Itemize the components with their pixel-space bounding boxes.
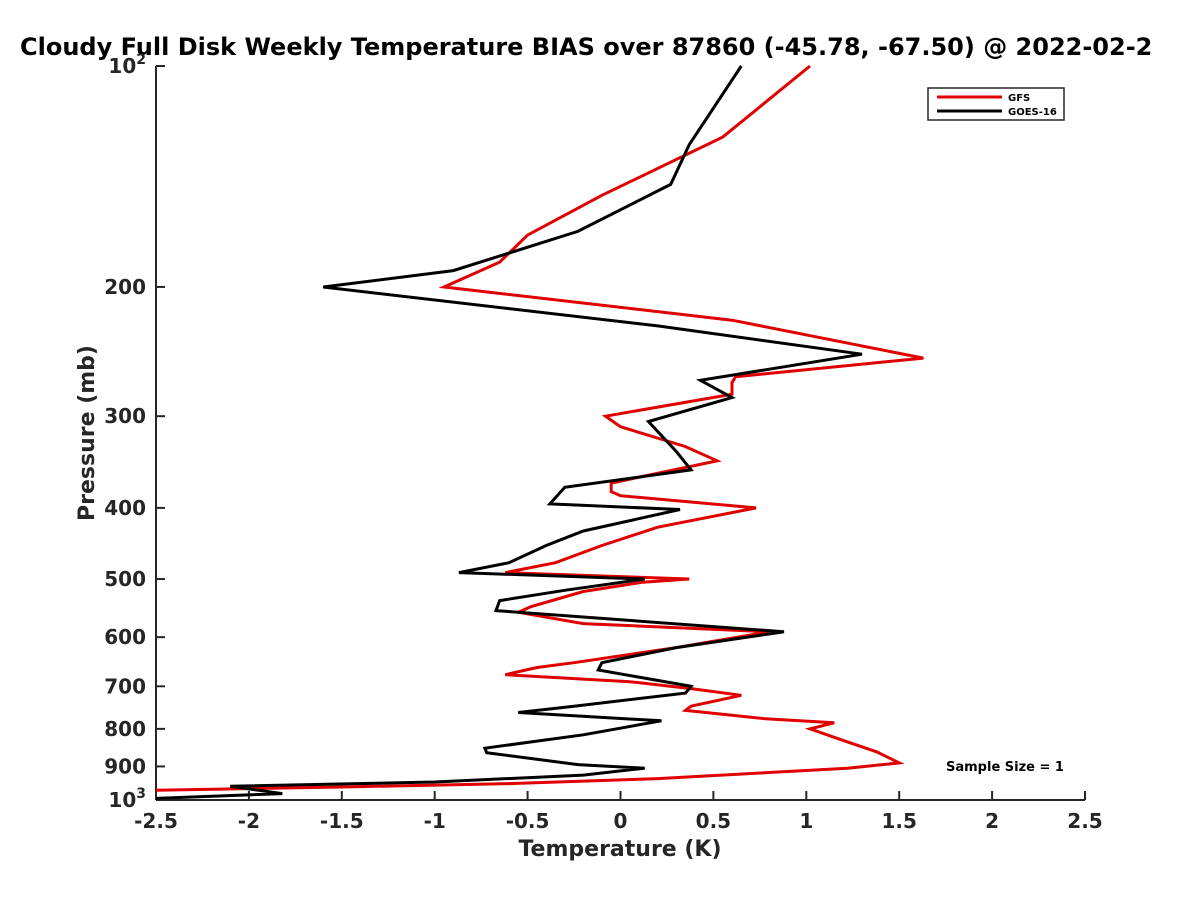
x-tick-label: 1 <box>799 809 813 833</box>
series-line-gfs <box>155 64 924 792</box>
y-tick-label: 200 <box>104 275 146 299</box>
legend-items: GFS GOES-16 <box>937 93 1057 118</box>
y-tick-label-base: 10 <box>108 54 136 78</box>
x-tick-label: 0.5 <box>696 809 731 833</box>
legend-label-gfs: GFS <box>1008 93 1030 104</box>
x-tick-label: 2 <box>985 809 999 833</box>
x-tick-label: -2.5 <box>134 809 178 833</box>
chart-title: Cloudy Full Disk Weekly Temperature BIAS… <box>20 33 1152 61</box>
y-tick-label: 700 <box>104 674 146 698</box>
y-tick-label: 102 <box>108 52 146 78</box>
y-tick-label: 500 <box>104 567 146 591</box>
y-tick-label-base: 10 <box>108 788 136 812</box>
x-tick-label: -2 <box>238 809 260 833</box>
y-tick-label-exponent: 3 <box>136 786 146 802</box>
y-tick-label: 300 <box>104 404 146 428</box>
y-axis-label: Pressure (mb) <box>75 345 100 521</box>
x-tick-label: -1 <box>424 809 446 833</box>
y-tick-label: 600 <box>104 625 146 649</box>
x-tick-label: -1.5 <box>320 809 364 833</box>
x-tick-label: 2.5 <box>1067 809 1102 833</box>
series-lines <box>155 64 924 800</box>
legend-box <box>927 87 1065 121</box>
x-tick-label: 0 <box>614 809 628 833</box>
series-line-goes-16 <box>155 65 863 800</box>
x-tick-label: 1.5 <box>881 809 916 833</box>
plot-area: -2.5 -2 -1.5 -1 -0.5 0 0.5 1 1.5 2 2.5 10220030040… <box>104 52 1102 833</box>
legend-label-goes-16: GOES-16 <box>1008 107 1057 118</box>
y-tick-label: 400 <box>104 496 146 520</box>
y-tick-label-exponent: 2 <box>136 52 146 68</box>
x-axis-label: Temperature (K) <box>518 837 721 862</box>
y-tick-label: 103 <box>108 786 146 812</box>
x-axis-ticks: -2.5 -2 -1.5 -1 -0.5 0 0.5 1 1.5 2 2.5 <box>134 791 1103 833</box>
chart-legend: GFS GOES-16 <box>927 87 1065 121</box>
y-tick-label: 800 <box>104 717 146 741</box>
x-tick-label: -0.5 <box>506 809 550 833</box>
sample-size-annotation: Sample Size = 1 <box>946 760 1064 775</box>
y-tick-label: 900 <box>104 754 146 778</box>
